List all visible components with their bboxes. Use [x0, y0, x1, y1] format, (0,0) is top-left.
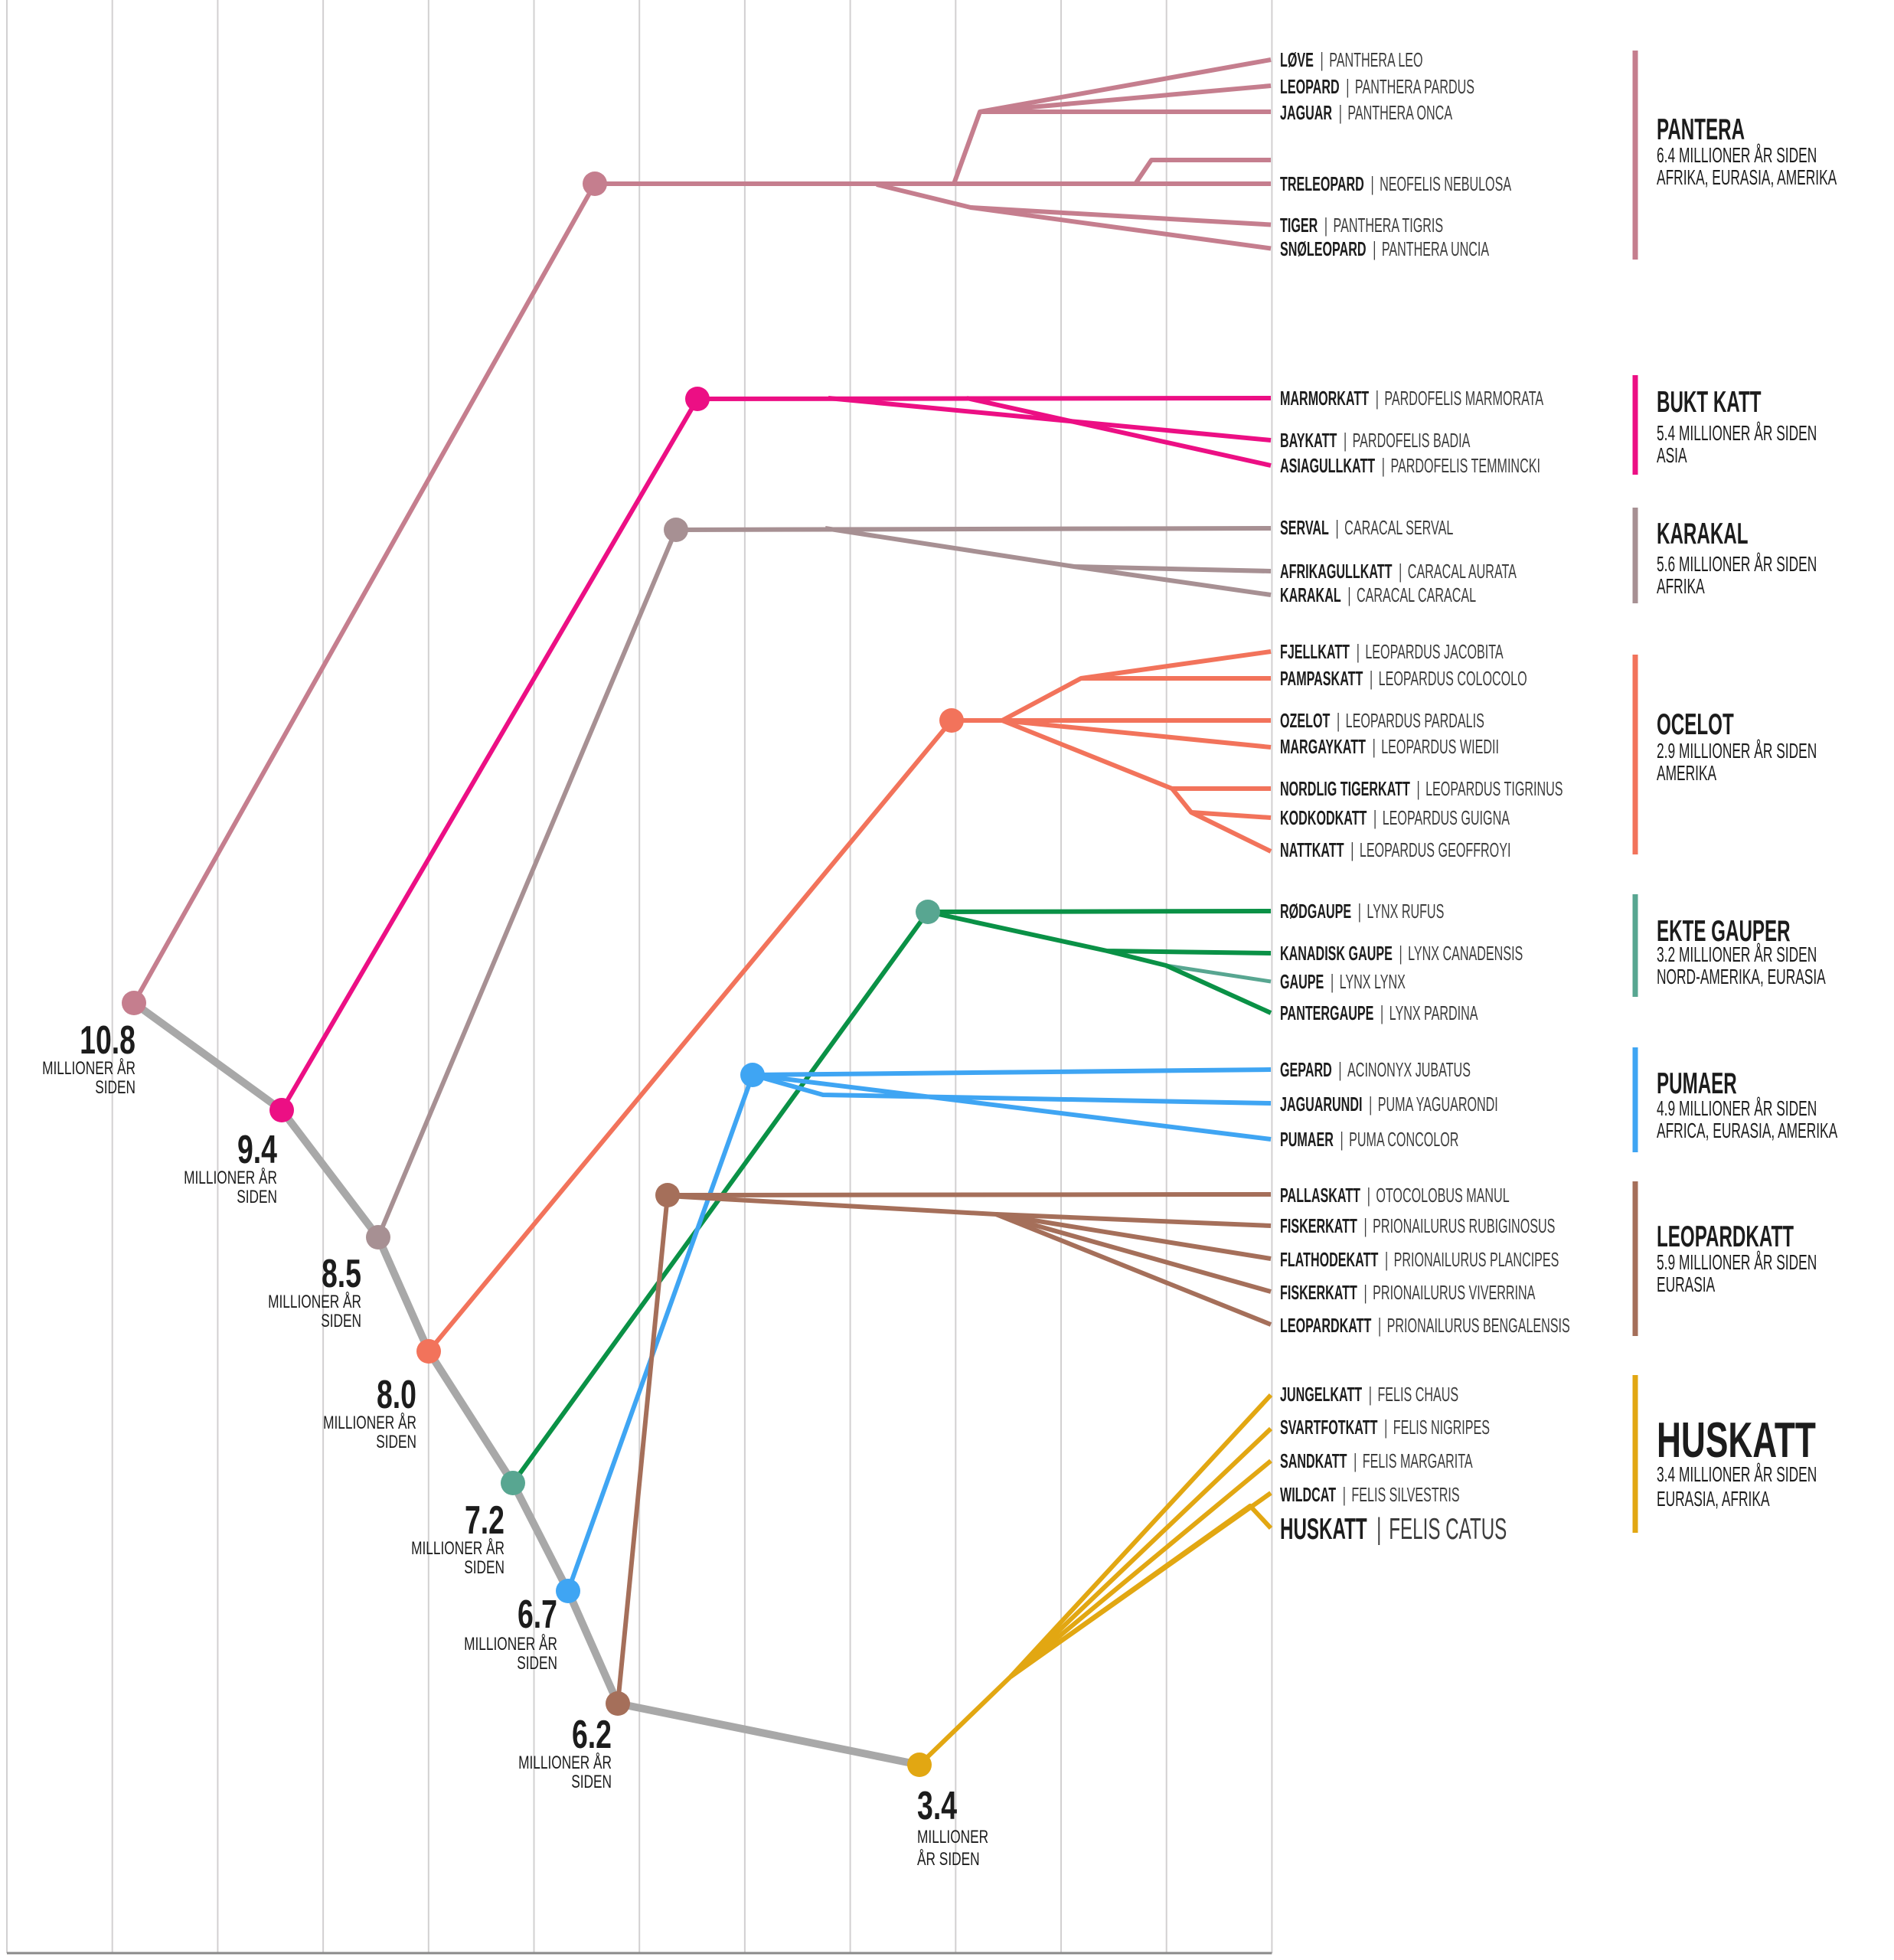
svg-text:4.9 MILLIONER ÅR SIDEN: 4.9 MILLIONER ÅR SIDEN: [1657, 1096, 1817, 1120]
svg-text:KANADISK GAUPE|LYNX CANADENSIS: KANADISK GAUPE | LYNX CANADENSIS: [1280, 942, 1523, 965]
svg-text:MILLIONER ÅR: MILLIONER ÅR: [268, 1292, 361, 1312]
svg-text:SNØLEOPARD|PANTHERA UNCIA: SNØLEOPARD | PANTHERA UNCIA: [1280, 237, 1490, 260]
svg-text:3.4: 3.4: [917, 1783, 957, 1828]
svg-text:NATTKATT|LEOPARDUS GEOFFROYI: NATTKATT | LEOPARDUS GEOFFROYI: [1280, 838, 1510, 861]
svg-text:ÅR SIDEN: ÅR SIDEN: [917, 1849, 980, 1869]
svg-text:MARGAYKATT|LEOPARDUS WIEDII: MARGAYKATT | LEOPARDUS WIEDII: [1280, 735, 1499, 758]
svg-text:3.4 MILLIONER ÅR SIDEN: 3.4 MILLIONER ÅR SIDEN: [1657, 1462, 1817, 1486]
svg-text:SVARTFOTKATT|FELIS NIGRIPES: SVARTFOTKATT | FELIS NIGRIPES: [1280, 1416, 1490, 1439]
svg-text:SIDEN: SIDEN: [571, 1772, 612, 1792]
svg-text:SANDKATT|FELIS MARGARITA: SANDKATT | FELIS MARGARITA: [1280, 1449, 1473, 1472]
svg-text:FJELLKATT|LEOPARDUS JACOBITA: FJELLKATT | LEOPARDUS JACOBITA: [1280, 640, 1504, 663]
svg-text:ASIAGULLKATT|PARDOFELIS TEMMIN: ASIAGULLKATT | PARDOFELIS TEMMINCKI: [1280, 454, 1540, 477]
svg-text:5.4 MILLIONER ÅR SIDEN: 5.4 MILLIONER ÅR SIDEN: [1657, 420, 1817, 445]
svg-text:MILLIONER: MILLIONER: [917, 1827, 988, 1847]
svg-text:9.4: 9.4: [237, 1127, 277, 1172]
svg-text:JUNGELKATT|FELIS CHAUS: JUNGELKATT | FELIS CHAUS: [1280, 1383, 1458, 1406]
svg-text:3.2 MILLIONER ÅR SIDEN: 3.2 MILLIONER ÅR SIDEN: [1657, 942, 1817, 966]
svg-text:SIDEN: SIDEN: [517, 1653, 557, 1673]
svg-text:PAMPASKATT|LEOPARDUS COLOCOLO: PAMPASKATT | LEOPARDUS COLOCOLO: [1280, 667, 1527, 690]
svg-text:KODKODKATT|LEOPARDUS GUIGNA: KODKODKATT | LEOPARDUS GUIGNA: [1280, 806, 1510, 829]
svg-text:6.2: 6.2: [572, 1712, 612, 1757]
svg-text:FLATHODEKATT|PRIONAILURUS PLAN: FLATHODEKATT | PRIONAILURUS PLANCIPES: [1280, 1248, 1559, 1271]
svg-text:OCELOT: OCELOT: [1657, 707, 1734, 740]
svg-text:MILLIONER ÅR: MILLIONER ÅR: [464, 1634, 557, 1654]
svg-text:TRELEOPARD|NEOFELIS NEBULOSA: TRELEOPARD | NEOFELIS NEBULOSA: [1280, 172, 1512, 195]
svg-text:LØVE|PANTHERA LEO: LØVE | PANTHERA LEO: [1280, 48, 1423, 71]
svg-text:7.2: 7.2: [465, 1498, 505, 1543]
svg-text:JAGUARUNDI|PUMA YAGUARONDI: JAGUARUNDI | PUMA YAGUARONDI: [1280, 1093, 1498, 1116]
svg-text:NORD-AMERIKA, EURASIA: NORD-AMERIKA, EURASIA: [1657, 965, 1826, 988]
svg-text:HUSKATT|FELIS CATUS: HUSKATT | FELIS CATUS: [1280, 1512, 1507, 1545]
svg-text:MILLIONER ÅR: MILLIONER ÅR: [411, 1538, 505, 1558]
svg-text:GAUPE|LYNX LYNX: GAUPE | LYNX LYNX: [1280, 970, 1406, 993]
svg-text:JAGUAR|PANTHERA ONCA: JAGUAR | PANTHERA ONCA: [1280, 101, 1453, 124]
svg-text:EURASIA: EURASIA: [1657, 1272, 1716, 1296]
svg-text:AFRIKAGULLKATT|CARACAL AURATA: AFRIKAGULLKATT | CARACAL AURATA: [1280, 560, 1517, 583]
svg-text:MILLIONER ÅR: MILLIONER ÅR: [518, 1753, 612, 1772]
svg-text:6.7: 6.7: [518, 1592, 557, 1637]
svg-text:LEOPARDKATT: LEOPARDKATT: [1657, 1220, 1794, 1253]
svg-text:5.6 MILLIONER ÅR SIDEN: 5.6 MILLIONER ÅR SIDEN: [1657, 551, 1817, 576]
svg-text:MILLIONER ÅR: MILLIONER ÅR: [42, 1058, 136, 1078]
svg-text:EKTE GAUPER: EKTE GAUPER: [1657, 914, 1791, 947]
svg-text:MILLIONER ÅR: MILLIONER ÅR: [323, 1413, 416, 1432]
svg-text:KARAKAL|CARACAL CARACAL: KARAKAL | CARACAL CARACAL: [1280, 583, 1476, 606]
svg-text:FISKERKATT|PRIONAILURUS VIVERR: FISKERKATT | PRIONAILURUS VIVERRINA: [1280, 1281, 1536, 1304]
svg-text:BUKT KATT: BUKT KATT: [1657, 385, 1762, 418]
svg-text:SIDEN: SIDEN: [95, 1077, 136, 1097]
svg-text:PALLASKATT|OTOCOLOBUS MANUL: PALLASKATT | OTOCOLOBUS MANUL: [1280, 1184, 1510, 1207]
svg-text:HUSKATT: HUSKATT: [1657, 1413, 1816, 1468]
svg-text:PUMAER: PUMAER: [1657, 1067, 1737, 1099]
svg-text:SIDEN: SIDEN: [376, 1432, 416, 1452]
svg-text:OZELOT|LEOPARDUS PARDALIS: OZELOT | LEOPARDUS PARDALIS: [1280, 709, 1484, 732]
svg-text:SIDEN: SIDEN: [464, 1557, 505, 1577]
svg-text:FISKERKATT|PRIONAILURUS RUBIGI: FISKERKATT | PRIONAILURUS RUBIGINOSUS: [1280, 1214, 1555, 1237]
svg-text:AFRICA, EURASIA, AMERIKA: AFRICA, EURASIA, AMERIKA: [1657, 1119, 1838, 1142]
svg-text:ASIA: ASIA: [1657, 443, 1687, 467]
svg-text:WILDCAT|FELIS SILVESTRIS: WILDCAT | FELIS SILVESTRIS: [1280, 1483, 1460, 1506]
svg-text:AFRIKA, EURASIA, AMERIKA: AFRIKA, EURASIA, AMERIKA: [1657, 165, 1837, 189]
svg-text:LEOPARDKATT|PRIONAILURUS BENGA: LEOPARDKATT | PRIONAILURUS BENGALENSIS: [1280, 1314, 1570, 1337]
svg-text:LEOPARD|PANTHERA PARDUS: LEOPARD | PANTHERA PARDUS: [1280, 75, 1474, 98]
svg-text:BAYKATT|PARDOFELIS BADIA: BAYKATT | PARDOFELIS BADIA: [1280, 429, 1471, 452]
svg-text:AFRIKA: AFRIKA: [1657, 574, 1705, 598]
svg-text:SIDEN: SIDEN: [321, 1311, 361, 1331]
svg-text:SIDEN: SIDEN: [237, 1187, 277, 1207]
svg-text:PANTERGAUPE|LYNX PARDINA: PANTERGAUPE | LYNX PARDINA: [1280, 1001, 1478, 1024]
svg-text:RØDGAUPE|LYNX RUFUS: RØDGAUPE | LYNX RUFUS: [1280, 900, 1444, 923]
svg-text:5.9 MILLIONER ÅR SIDEN: 5.9 MILLIONER ÅR SIDEN: [1657, 1250, 1817, 1274]
svg-text:NORDLIG TIGERKATT|LEOPARDUS TI: NORDLIG TIGERKATT | LEOPARDUS TIGRINUS: [1280, 777, 1563, 800]
svg-text:TIGER|PANTHERA TIGRIS: TIGER | PANTHERA TIGRIS: [1280, 214, 1443, 237]
svg-text:6.4 MILLIONER ÅR SIDEN: 6.4 MILLIONER ÅR SIDEN: [1657, 142, 1817, 167]
svg-text:AMERIKA: AMERIKA: [1657, 761, 1716, 785]
svg-text:MILLIONER ÅR: MILLIONER ÅR: [184, 1168, 277, 1187]
svg-text:8.0: 8.0: [377, 1372, 416, 1417]
svg-text:2.9 MILLIONER ÅR SIDEN: 2.9 MILLIONER ÅR SIDEN: [1657, 738, 1817, 763]
svg-text:MARMORKATT|PARDOFELIS MARMORAT: MARMORKATT | PARDOFELIS MARMORATA: [1280, 387, 1544, 410]
svg-text:PUMAER|PUMA CONCOLOR: PUMAER | PUMA CONCOLOR: [1280, 1128, 1458, 1151]
svg-text:GEPARD|ACINONYX JUBATUS: GEPARD | ACINONYX JUBATUS: [1280, 1058, 1471, 1081]
svg-text:10.8: 10.8: [80, 1018, 136, 1063]
svg-text:KARAKAL: KARAKAL: [1657, 517, 1749, 550]
svg-text:PANTERA: PANTERA: [1657, 113, 1745, 145]
svg-text:8.5: 8.5: [322, 1251, 361, 1296]
svg-text:EURASIA, AFRIKA: EURASIA, AFRIKA: [1657, 1487, 1770, 1511]
svg-text:SERVAL|CARACAL SERVAL: SERVAL | CARACAL SERVAL: [1280, 516, 1453, 539]
